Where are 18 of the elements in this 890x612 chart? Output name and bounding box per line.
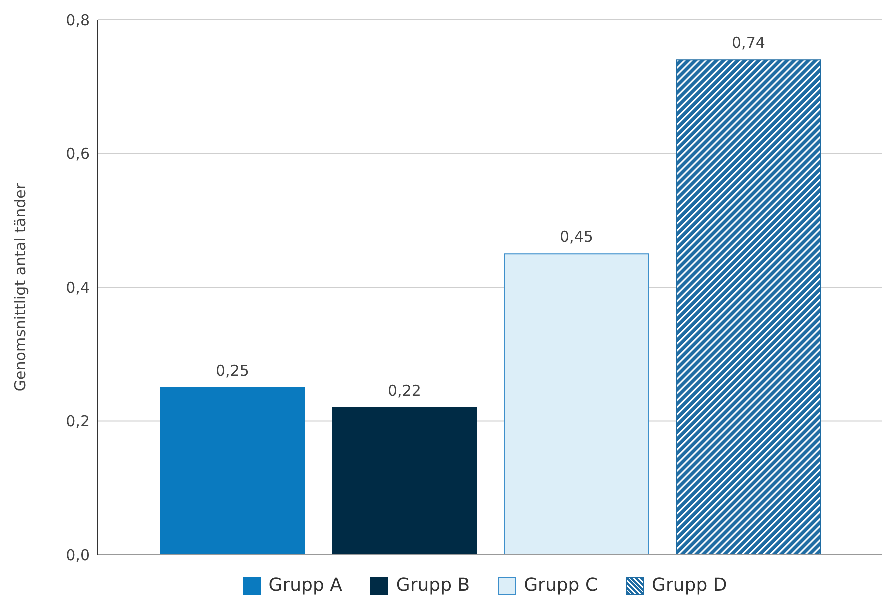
legend-label: Grupp B (396, 575, 470, 596)
bar (332, 407, 478, 555)
data-label: 0,25 (216, 362, 250, 380)
legend-label: Grupp D (652, 575, 728, 596)
y-axis-title: Genomsnittligt antal tänder (11, 182, 30, 392)
y-tick-label: 0,6 (66, 145, 90, 164)
y-tick-label: 0,0 (66, 546, 90, 564)
data-label: 0,22 (388, 382, 422, 400)
y-tick-label: 0,2 (66, 412, 90, 431)
legend-label: Grupp A (268, 575, 342, 596)
bar (504, 254, 650, 555)
data-label: 0,74 (732, 34, 766, 52)
y-tick-label: 0,4 (66, 278, 90, 297)
legend-label: Grupp C (524, 575, 598, 596)
bar (160, 387, 306, 555)
bar (676, 60, 822, 555)
data-label: 0,45 (560, 228, 594, 246)
y-tick-label: 0,8 (66, 11, 90, 30)
